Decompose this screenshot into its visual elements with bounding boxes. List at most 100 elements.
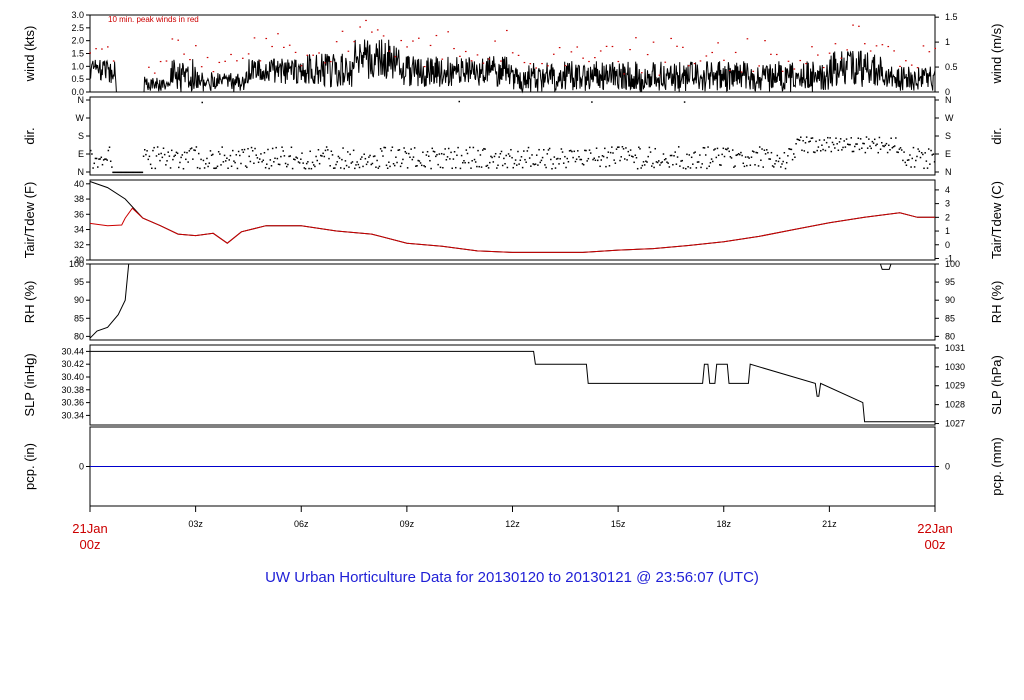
direction-point [251, 150, 254, 152]
y-tick-label-left: 38 [74, 194, 84, 204]
direction-point [463, 160, 465, 162]
direction-point [101, 163, 104, 166]
direction-point [330, 150, 333, 153]
direction-point [876, 143, 878, 145]
y-tick-label-right: N [945, 95, 952, 105]
direction-point [615, 148, 618, 150]
direction-point [128, 171, 131, 174]
direction-point [722, 147, 725, 150]
gust-point [582, 57, 584, 59]
direction-point [564, 155, 566, 158]
direction-point [253, 162, 255, 165]
direction-point [710, 158, 713, 160]
direction-point [443, 153, 445, 156]
direction-point [219, 153, 221, 155]
gust-point [418, 37, 420, 39]
direction-point [329, 165, 331, 167]
direction-point [119, 171, 121, 174]
x-tick-hour-label: 00z [925, 537, 946, 552]
direction-point [666, 161, 668, 163]
direction-point [898, 148, 901, 150]
direction-point [366, 161, 369, 163]
direction-point [449, 158, 451, 160]
direction-point [852, 150, 855, 153]
direction-point [124, 171, 126, 174]
direction-point [168, 155, 171, 157]
wind-speed-line [89, 39, 936, 94]
direction-point [814, 151, 816, 154]
direction-point [588, 149, 591, 151]
direction-point [363, 153, 365, 155]
gust-point [341, 30, 344, 32]
direction-point [140, 171, 142, 174]
direction-point [408, 152, 410, 155]
direction-point [763, 149, 766, 151]
direction-point [927, 148, 930, 150]
direction-point [788, 148, 790, 150]
direction-point [285, 165, 288, 168]
gust-point [916, 67, 919, 69]
direction-point [920, 151, 923, 154]
direction-point [483, 147, 485, 150]
direction-point [753, 151, 755, 153]
direction-point [284, 162, 287, 165]
direction-point [430, 167, 432, 170]
gust-point [183, 53, 185, 55]
direction-point [837, 149, 840, 152]
direction-point [574, 160, 577, 163]
gust-point [283, 46, 285, 48]
direction-point [316, 159, 319, 162]
direction-point [533, 163, 536, 166]
gust-point [429, 44, 432, 47]
direction-point [750, 156, 753, 158]
direction-point [605, 165, 607, 168]
y-tick-label-right: 1030 [945, 362, 965, 372]
direction-point [239, 154, 241, 157]
direction-point [553, 156, 556, 158]
direction-point [656, 161, 659, 164]
direction-point [761, 148, 763, 150]
direction-point [305, 162, 308, 165]
direction-point [97, 166, 99, 168]
direction-point [844, 146, 847, 148]
direction-point [581, 163, 584, 165]
direction-point [358, 166, 361, 169]
direction-point [385, 164, 388, 167]
direction-point [555, 158, 558, 160]
direction-point [372, 155, 375, 158]
x-tick-label: 09z [400, 519, 415, 529]
y-tick-label-left: 30 [74, 255, 84, 265]
direction-point [370, 163, 372, 166]
gust-point [365, 19, 367, 22]
direction-point [311, 161, 314, 164]
direction-point [633, 161, 635, 164]
direction-point [129, 171, 132, 174]
direction-point [382, 155, 384, 157]
direction-point [869, 145, 871, 147]
direction-point [328, 157, 330, 160]
y-tick-label-left: 30.34 [61, 410, 84, 420]
gust-point [294, 51, 297, 54]
ylabel-right-dir: dir. [989, 127, 1004, 144]
direction-point [261, 160, 263, 163]
direction-point [146, 150, 148, 152]
y-tick-label-right: 0.5 [945, 62, 958, 72]
direction-point [713, 149, 715, 151]
gust-point [177, 39, 180, 41]
direction-point [235, 154, 238, 156]
direction-point [456, 154, 458, 157]
direction-point [690, 156, 693, 159]
direction-point [773, 166, 775, 168]
direction-point [913, 166, 916, 168]
y-tick-label-left: 2.0 [71, 36, 84, 46]
direction-point [301, 152, 303, 154]
direction-point [539, 161, 541, 164]
direction-point [616, 146, 619, 148]
direction-point [627, 150, 630, 153]
direction-point [348, 166, 350, 168]
direction-point [612, 152, 614, 154]
direction-point [401, 162, 403, 165]
direction-point [905, 164, 908, 167]
gust-point [277, 33, 279, 35]
direction-point [812, 151, 815, 153]
